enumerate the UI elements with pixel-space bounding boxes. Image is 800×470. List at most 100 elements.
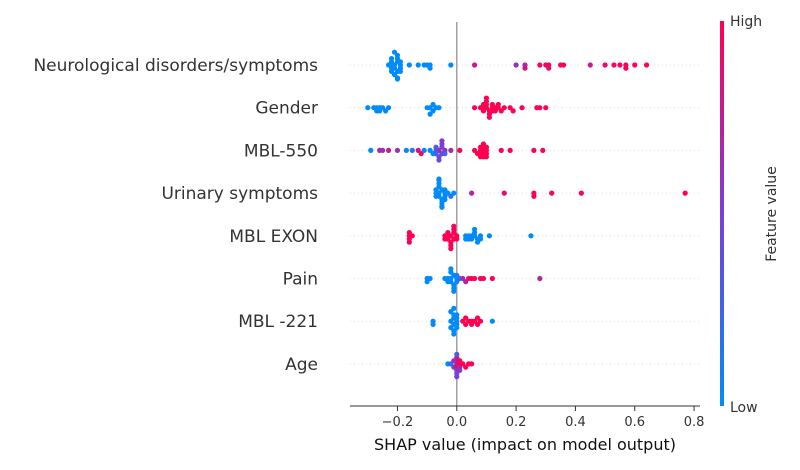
shap-point [528,233,534,239]
shap-point [531,147,537,153]
shap-point [451,331,457,337]
shap-point [421,147,427,153]
feature-label: Urinary symptoms [161,184,318,204]
shap-point [469,361,475,367]
shap-point [471,275,478,282]
shap-point [495,101,501,108]
feature-labels: Neurological disorders/symptoms Gender MBL… [33,56,318,375]
shap-point [549,190,555,196]
feature-label: Pain [283,270,318,290]
x-tick-label: 0.2 [506,415,527,430]
shap-point [501,105,507,111]
shap-point [433,144,439,150]
shap-point [380,147,386,153]
shap-point [451,358,457,364]
shap-point [617,62,623,68]
shap-point [522,65,528,71]
shap-point [439,204,445,210]
shap-point [519,105,525,111]
shap-point [415,62,421,68]
shap-point [560,62,567,68]
shap-point [445,279,451,285]
shap-point [442,187,448,193]
shap-point [632,62,638,68]
shap-point [430,321,436,327]
shap-point [463,315,469,321]
shap-point [480,275,487,282]
shap-point [477,154,484,160]
shap-point [537,62,543,68]
shap-point [469,190,475,196]
shap-point [498,147,504,153]
colorbar-high-label: High [730,14,762,30]
shap-point [492,108,498,114]
shap-point [540,147,546,153]
shap-point [486,114,493,120]
shap-point [436,176,442,182]
shap-point [483,154,490,160]
shap-point [436,157,442,163]
shap-point [385,105,392,111]
shap-point [406,62,412,68]
shap-point [611,62,617,68]
feature-label: Neurological disorders/symptoms [33,56,318,76]
shap-point [388,56,395,62]
shap-point [448,193,454,199]
shap-point [469,321,475,327]
shap-point [442,196,448,203]
shap-point [451,305,457,311]
shap-point [474,315,481,321]
x-tick-label: 0.8 [684,415,705,430]
shap-point [433,193,439,199]
x-tick-label: −0.2 [382,415,414,430]
shap-point [448,147,454,153]
shap-point [427,65,433,71]
shap-point [394,147,401,153]
x-tick-label: 0.0 [446,415,467,430]
x-ticks: −0.2 0.0 0.2 0.4 0.6 0.8 [382,406,705,430]
colorbar: High Low Feature value [720,14,780,416]
shap-point [388,68,395,74]
shap-point [365,105,371,111]
shap-point [489,275,495,282]
shap-point [457,147,463,153]
feature-label: Age [285,355,318,375]
shap-point [397,59,404,65]
x-axis-title: SHAP value (impact on model output) [374,435,676,454]
shap-point [409,233,415,239]
shap-point [471,62,478,68]
x-tick-label: 0.6 [624,415,645,430]
shap-point [368,147,374,153]
shap-point [451,288,457,294]
shap-point [454,374,460,380]
shap-point [537,105,543,111]
colorbar-low-label: Low [730,400,758,416]
shap-point [445,230,451,236]
feature-label: MBL-550 [244,141,318,161]
shap-point [486,233,493,239]
shap-point [436,105,442,111]
shap-point [430,101,436,108]
colorbar-gradient [720,21,724,406]
shap-point [406,239,412,245]
shap-point [454,236,460,242]
shap-point [427,111,433,117]
feature-label: MBL EXON [229,227,318,247]
shap-point [513,62,519,68]
shap-point [489,101,495,108]
shap-points [365,49,688,380]
shap-point [546,65,552,71]
shap-point [471,226,478,232]
shap-point [480,141,487,147]
shap-point [409,147,415,153]
shap-point [448,246,454,252]
shap-point [507,147,513,153]
shap-point [578,190,584,196]
shap-point [510,108,516,114]
shap-point [489,318,495,324]
shap-point [457,367,463,373]
x-axis: −0.2 0.0 0.2 0.4 0.6 0.8 SHAP value (impact o… [350,405,705,454]
shap-point [433,187,439,193]
shap-point [471,105,478,111]
shap-point [469,236,475,242]
